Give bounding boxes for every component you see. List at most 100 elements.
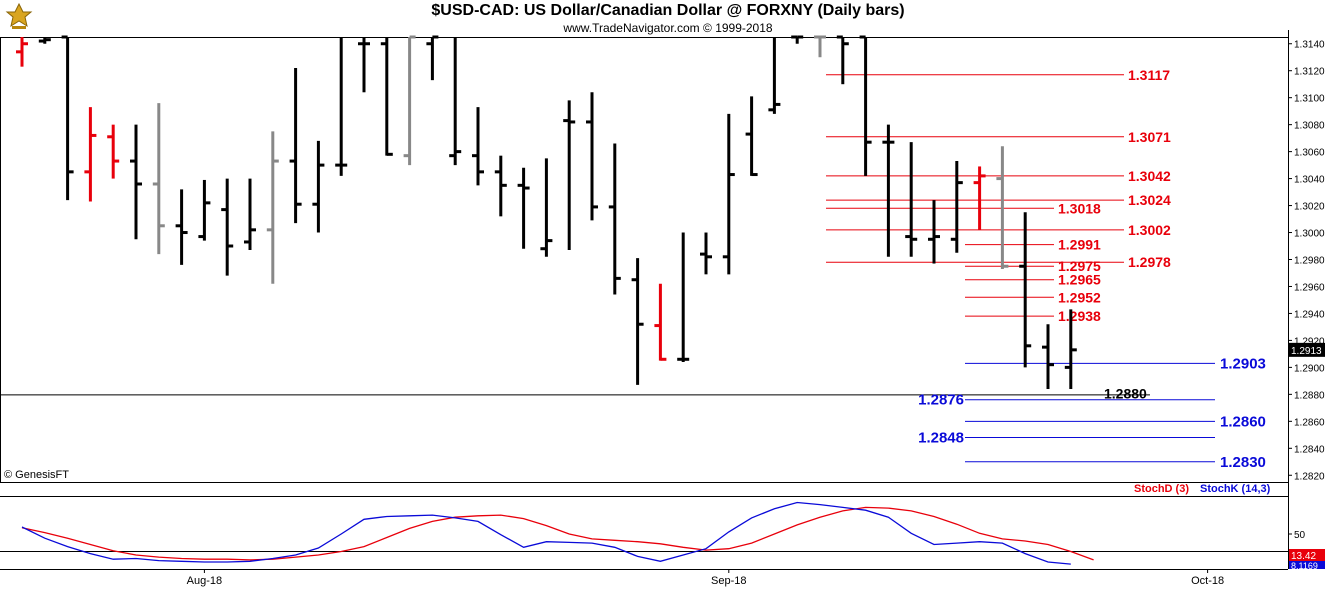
stoch-k-last-box	[1289, 561, 1325, 569]
ohlc-bar	[130, 124, 142, 240]
ohlc-bar	[449, 37, 462, 166]
last-price-label: 1.2913	[1291, 346, 1322, 357]
ohlc-bar	[472, 107, 484, 186]
support-label: 1.2876	[918, 392, 964, 409]
y-tick-label: 1.2880	[1294, 390, 1325, 401]
y-tick-label: 1.3020	[1294, 202, 1325, 213]
ohlc-bar	[38, 37, 51, 44]
ohlc-bar	[768, 37, 781, 114]
x-tick-label: Oct-18	[1191, 575, 1224, 587]
resistance-label: 1.3071	[1128, 129, 1171, 145]
stoch-d-last-box	[1289, 549, 1325, 562]
ohlc-bar	[221, 178, 234, 276]
ohlc-bar	[198, 179, 211, 241]
ohlc-bar	[608, 143, 621, 295]
ohlc-bar	[266, 131, 279, 284]
ohlc-bar	[1019, 212, 1032, 368]
ohlc-bar	[950, 161, 963, 253]
ohlc-bar	[745, 96, 758, 177]
support-label: 1.2848	[918, 430, 964, 447]
horizontal-line-label: 1.2880	[1104, 385, 1147, 401]
ohlc-bar	[1042, 324, 1054, 389]
ohlc-bar	[312, 140, 325, 233]
stoch-d-legend: StochD (3)	[1134, 483, 1189, 495]
resistance-label: 1.2938	[1058, 308, 1101, 324]
ohlc-bar	[540, 158, 553, 257]
stoch-k-last-label: 8.1169	[1291, 561, 1318, 571]
y-tick-label: 1.2960	[1294, 282, 1325, 293]
resistance-label: 1.3117	[1128, 67, 1170, 83]
ohlc-bar	[16, 37, 28, 67]
x-tick-label: Aug-18	[187, 575, 222, 587]
resistance-label: 1.2978	[1128, 254, 1171, 270]
credit-label: © GenesisFT	[4, 469, 69, 481]
ohlc-bar	[722, 113, 735, 275]
y-tick-label: 1.3120	[1294, 67, 1325, 78]
y-tick-label: 1.3040	[1294, 175, 1325, 186]
resistance-label: 1.2965	[1058, 272, 1101, 288]
ohlc-bar	[677, 232, 690, 362]
ohlc-bar	[358, 37, 370, 93]
ohlc-bar	[517, 167, 530, 249]
last-price-box	[1289, 342, 1325, 357]
ohlc-bar	[61, 35, 74, 201]
ohlc-bar	[335, 37, 348, 176]
stoch-k-series-line	[21, 501, 1071, 565]
resistance-label: 1.3018	[1058, 200, 1101, 216]
ohlc-bar	[586, 92, 598, 221]
resistance-label: 1.3002	[1128, 222, 1171, 238]
resistance-label: 1.2975	[1058, 258, 1101, 274]
ohlc-bar	[859, 35, 872, 176]
y-tick-label: 1.2820	[1294, 471, 1325, 482]
y-tick-label: 1.2920	[1294, 336, 1325, 347]
ohlc-bar	[928, 200, 940, 264]
resistance-label: 1.2991	[1058, 237, 1101, 253]
resistance-label: 1.2952	[1058, 289, 1101, 305]
x-tick-label: Sep-18	[711, 575, 746, 587]
y-tick-label: 1.3080	[1294, 121, 1325, 132]
support-label: 1.2860	[1220, 413, 1266, 430]
ohlc-bar	[289, 68, 302, 224]
ohlc-bar	[426, 35, 439, 81]
ohlc-bar	[700, 232, 712, 275]
y-tick-label: 1.3060	[1294, 148, 1325, 159]
support-label: 1.2830	[1220, 454, 1266, 471]
y-tick-label: 1.2900	[1294, 363, 1325, 374]
ohlc-bar	[380, 37, 393, 156]
ohlc-bar	[563, 100, 576, 251]
ohlc-bar	[1064, 309, 1077, 389]
ohlc-bar	[973, 166, 986, 230]
ohlc-bar	[836, 35, 849, 85]
ohlc-bar	[654, 283, 667, 361]
resistance-label: 1.3024	[1128, 192, 1171, 208]
ohlc-bar	[905, 142, 918, 257]
ohlc-bar	[494, 155, 507, 217]
chart-subtitle: www.TradeNavigator.com © 1999-2018	[563, 21, 773, 35]
ohlc-bar	[996, 146, 1009, 269]
y-tick-label: 1.2860	[1294, 417, 1325, 428]
stoch-d-last-label: 13.42	[1291, 551, 1316, 562]
ohlc-bar	[791, 35, 804, 44]
resistance-label: 1.3042	[1128, 168, 1171, 184]
y-tick-label: 1.2940	[1294, 309, 1325, 320]
ohlc-bar	[175, 189, 188, 265]
y-tick-label: 1.2980	[1294, 256, 1325, 267]
y-tick-label: 1.3000	[1294, 229, 1325, 240]
y-tick-label: 1.3100	[1294, 94, 1325, 105]
ohlc-bar	[107, 124, 120, 179]
stoch-y-tick-label: 50	[1294, 530, 1306, 541]
gold-trophy-logo-icon	[5, 2, 33, 29]
stoch-d-series-line	[21, 506, 1094, 561]
ohlc-bar	[814, 35, 826, 58]
ohlc-bar	[403, 35, 416, 166]
support-label: 1.2903	[1220, 355, 1266, 372]
ohlc-bar	[152, 103, 165, 255]
y-tick-label: 1.3140	[1294, 40, 1325, 51]
ohlc-bar	[631, 258, 644, 385]
stoch-k-legend: StochK (14,3)	[1200, 483, 1271, 495]
ohlc-bar	[244, 178, 256, 251]
chart-title: $USD-CAD: US Dollar/Canadian Dollar @ FO…	[431, 2, 905, 19]
ohlc-bar	[882, 124, 895, 257]
